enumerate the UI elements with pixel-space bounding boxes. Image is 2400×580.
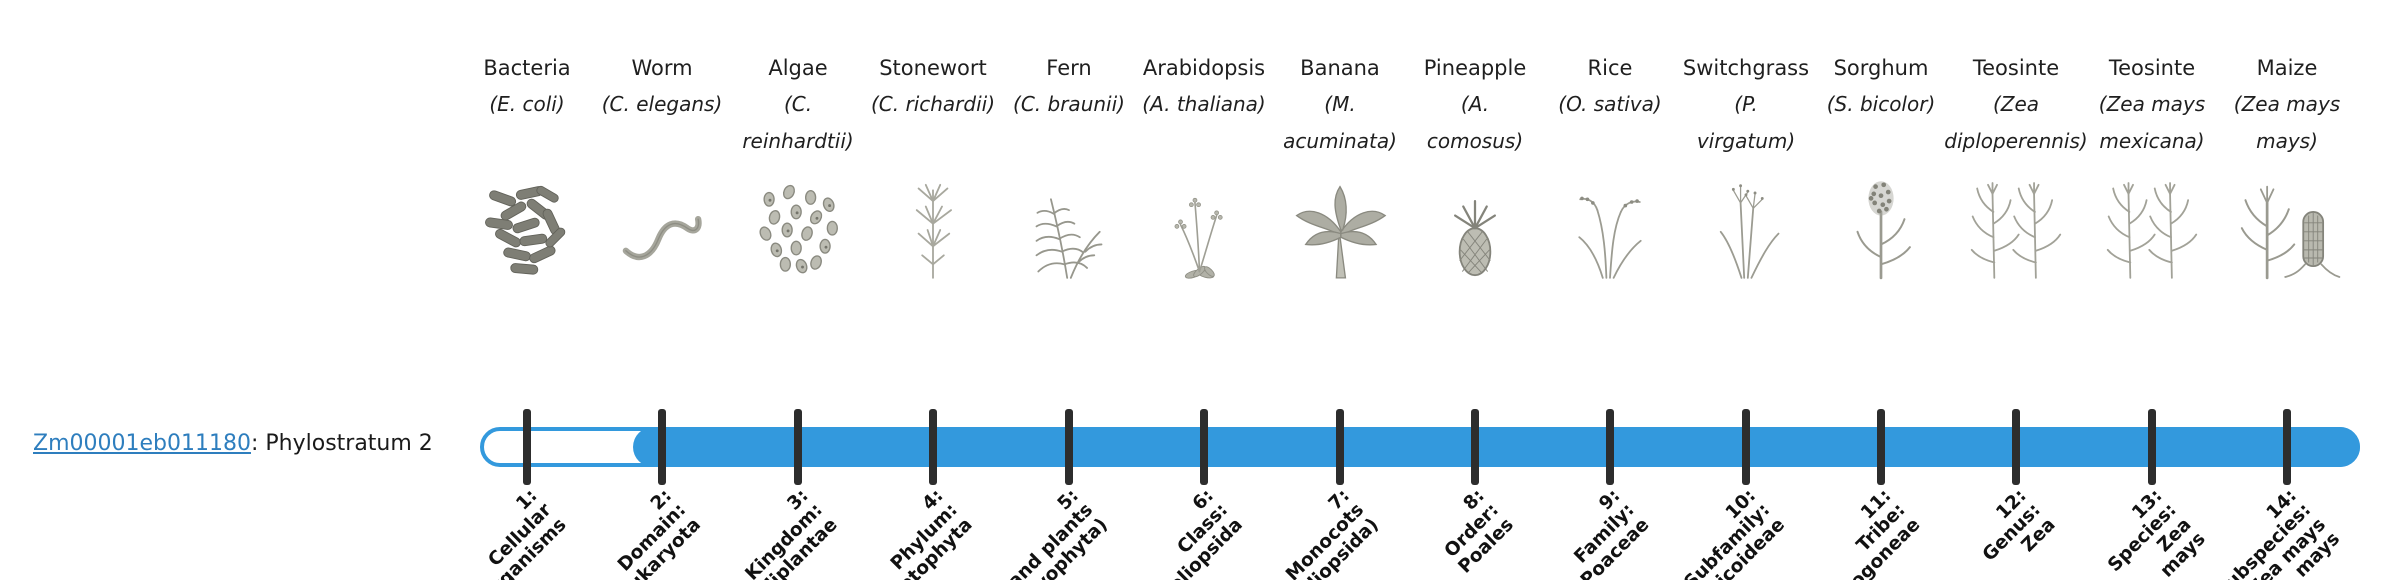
organism-name: Maize <box>2256 56 2318 80</box>
organism-name: Worm <box>631 56 693 80</box>
tick-mark <box>1471 409 1479 485</box>
tick-mark <box>1606 409 1614 485</box>
organism-column: Fern (C. braunii) <box>994 56 1144 286</box>
organism-name: Teosinte <box>2108 56 2196 80</box>
tick-mark <box>1200 409 1208 485</box>
organism-column: Worm (C. elegans) <box>587 56 737 286</box>
organism-scientific-name: (C. reinhardtii) <box>742 92 854 153</box>
tick-mark <box>1336 409 1344 485</box>
organism-column: Pineapple (A. comosus) <box>1400 56 1550 286</box>
rice-icon <box>1535 162 1685 286</box>
switchgrass-icon <box>1671 162 1821 286</box>
organism-scientific-name: (C. braunii) <box>1013 92 1125 116</box>
organism-column: Teosinte (Zea mays mexicana) <box>2077 56 2227 286</box>
organism-scientific-name: (M. acuminata) <box>1283 92 1397 153</box>
bacteria-icon <box>452 162 602 286</box>
organism-scientific-name: (A. comosus) <box>1426 92 1524 153</box>
organism-column: Banana (M. acuminata) <box>1265 56 1415 286</box>
organism-scientific-name: (Zea diploperennis) <box>1944 92 2088 153</box>
organism-name: Banana <box>1300 56 1380 80</box>
organism-column: Teosinte (Zea diploperennis) <box>1941 56 2091 286</box>
organism-name: Arabidopsis <box>1142 56 1266 80</box>
gene-phylostratum-text: : Phylostratum 2 <box>250 431 433 456</box>
tick-mark <box>1742 409 1750 485</box>
organism-scientific-name: (O. sativa) <box>1558 92 1662 116</box>
organism-scientific-name: (A. thaliana) <box>1142 92 1266 116</box>
arabidopsis-icon <box>1129 162 1279 286</box>
organism-name: Sorghum <box>1833 56 1929 80</box>
tick-mark <box>2148 409 2156 485</box>
tick-mark <box>2283 409 2291 485</box>
stonewort-icon <box>858 162 1008 286</box>
organism-name: Switchgrass <box>1682 56 1810 80</box>
tick-mark <box>2012 409 2020 485</box>
gene-label: Zm00001eb011180: Phylostratum 2 <box>33 431 433 456</box>
organism-column: Stonewort (C. richardii) <box>858 56 1008 286</box>
sorghum-icon <box>1806 162 1956 286</box>
worm-icon <box>587 162 737 286</box>
organism-name: Rice <box>1587 56 1633 80</box>
fern-icon <box>994 162 1144 286</box>
tick-mark <box>1065 409 1073 485</box>
organism-name: Stonewort <box>879 56 987 80</box>
phylo-bar-fill <box>633 427 2360 467</box>
organism-column: Maize (Zea mays mays) <box>2212 56 2362 286</box>
maize-icon <box>2212 162 2362 286</box>
organism-column: Arabidopsis (A. thaliana) <box>1129 56 1279 286</box>
organism-scientific-name: (Zea mays mays) <box>2233 92 2341 153</box>
teosinte-icon <box>2077 162 2227 286</box>
organism-column: Rice (O. sativa) <box>1535 56 1685 286</box>
tick-mark <box>658 409 666 485</box>
tick-mark <box>929 409 937 485</box>
organism-scientific-name: (Zea mays mexicana) <box>2098 92 2206 153</box>
organism-name: Bacteria <box>483 56 571 80</box>
algae-icon <box>723 162 873 286</box>
gene-link[interactable]: Zm00001eb011180 <box>33 431 251 456</box>
organism-column: Bacteria (E. coli) <box>452 56 602 286</box>
organism-name: Teosinte <box>1972 56 2060 80</box>
teosinte-icon <box>1941 162 2091 286</box>
organism-scientific-name: (E. coli) <box>489 92 565 116</box>
organism-name: Algae <box>768 56 828 80</box>
organism-column: Switchgrass (P. virgatum) <box>1671 56 1821 286</box>
organism-name: Pineapple <box>1423 56 1527 80</box>
organism-scientific-name: (S. bicolor) <box>1826 92 1936 116</box>
organism-scientific-name: (C. richardii) <box>870 92 996 116</box>
organism-name: Fern <box>1046 56 1092 80</box>
pineapple-icon <box>1400 162 1550 286</box>
tick-mark <box>523 409 531 485</box>
organism-scientific-name: (P. virgatum) <box>1696 92 1796 153</box>
tick-mark <box>794 409 802 485</box>
organism-scientific-name: (C. elegans) <box>601 92 723 116</box>
banana-icon <box>1265 162 1415 286</box>
organism-column: Algae (C. reinhardtii) <box>723 56 873 286</box>
tick-mark <box>1877 409 1885 485</box>
organism-column: Sorghum (S. bicolor) <box>1806 56 1956 286</box>
